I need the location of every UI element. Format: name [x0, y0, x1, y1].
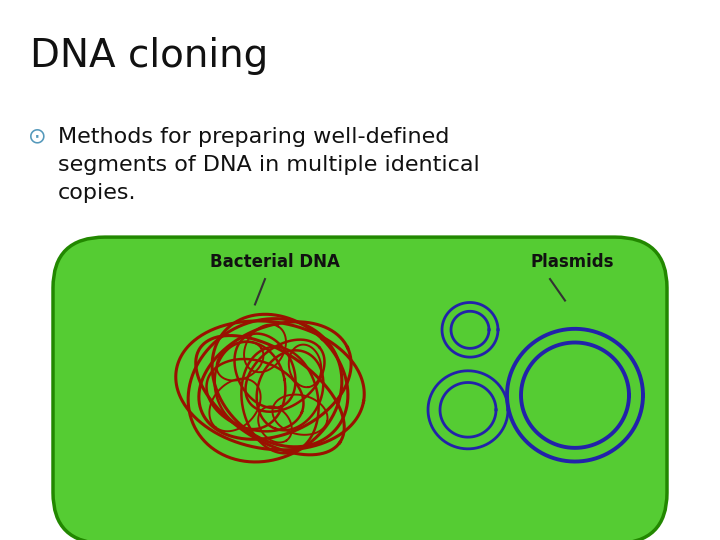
- FancyBboxPatch shape: [53, 237, 667, 540]
- Text: Plasmids: Plasmids: [530, 253, 613, 271]
- Text: Bacterial DNA: Bacterial DNA: [210, 253, 340, 271]
- Text: Methods for preparing well-defined
segments of DNA in multiple identical
copies.: Methods for preparing well-defined segme…: [58, 127, 480, 203]
- Text: ⊙: ⊙: [28, 127, 47, 147]
- Text: DNA cloning: DNA cloning: [30, 37, 269, 75]
